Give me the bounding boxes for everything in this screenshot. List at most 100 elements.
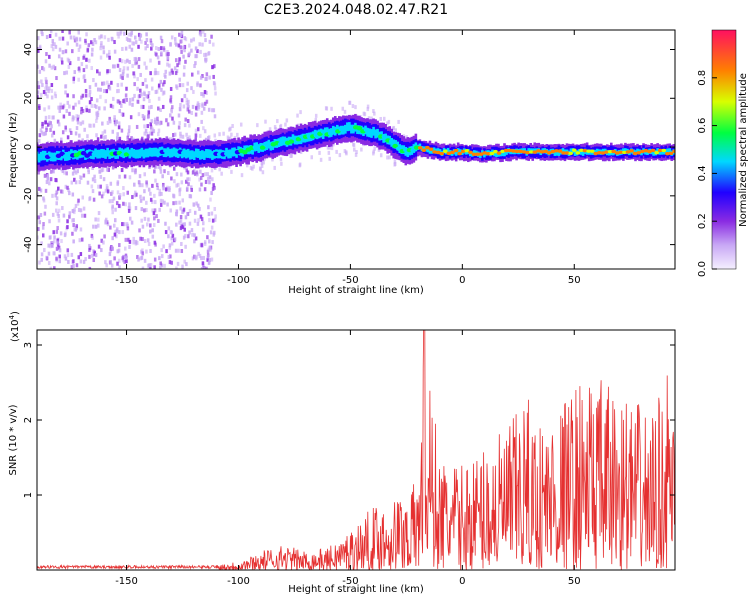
noise-cell (61, 130, 65, 135)
ridge-core (439, 151, 445, 156)
noise-cell (59, 231, 63, 236)
noise-cell (207, 135, 211, 140)
noise-cell (83, 213, 87, 218)
noise-cell (116, 63, 120, 68)
noise-cell (95, 115, 99, 120)
noise-cell (175, 42, 178, 47)
ridge-cell (652, 150, 655, 156)
colorbar-tick-label: 0.4 (697, 165, 708, 181)
noise-cell (394, 128, 397, 133)
ridge-core (457, 151, 462, 156)
noise-cell (123, 259, 126, 264)
noise-cell (54, 94, 57, 99)
noise-cell (55, 246, 59, 251)
noise-cell (183, 222, 186, 227)
noise-cell (338, 153, 342, 158)
noise-cell (81, 108, 85, 113)
noise-cell (72, 94, 75, 99)
noise-cell (120, 103, 123, 108)
noise-cell (68, 104, 71, 109)
noise-cell (153, 240, 157, 245)
noise-cell (37, 80, 40, 85)
noise-cell (116, 83, 120, 88)
noise-cell (158, 121, 162, 126)
noise-cell (90, 66, 93, 71)
noise-cell (169, 98, 172, 103)
ridge-cell (561, 148, 565, 154)
noise-cell (75, 126, 79, 131)
noise-cell (110, 263, 114, 268)
noise-cell (49, 177, 53, 182)
ridge-cell (573, 150, 577, 156)
noise-cell (190, 187, 193, 192)
noise-cell (185, 168, 189, 173)
noise-cell (66, 100, 70, 105)
ridge-core (464, 148, 470, 153)
ridge-core (123, 152, 130, 157)
ridge-cell (424, 146, 428, 152)
ridge-cell (493, 151, 496, 157)
noise-cell (96, 137, 100, 142)
noise-cell (202, 221, 205, 226)
noise-cell (78, 68, 81, 73)
noise-cell (96, 87, 100, 92)
noise-cell (145, 200, 148, 205)
noise-cell (48, 63, 51, 68)
noise-cell (196, 101, 200, 106)
noise-cell (63, 71, 66, 76)
noise-cell (179, 33, 183, 38)
noise-cell (201, 261, 205, 266)
noise-cell (351, 104, 355, 109)
ridge-core (145, 151, 151, 157)
snr-panel: -150 -100 -50 0 50 1 2 3 Height of straight lin… (8, 311, 676, 595)
noise-cell (143, 92, 146, 97)
noise-cell (118, 174, 121, 179)
noise-cell (199, 49, 202, 54)
noise-cell (202, 126, 205, 131)
noise-cell (74, 102, 77, 107)
noise-cell (45, 83, 48, 88)
noise-cell (139, 88, 142, 93)
noise-cell (179, 45, 183, 50)
noise-cell (139, 236, 142, 241)
noise-cell (172, 133, 175, 138)
ridge-cell (483, 152, 486, 158)
noise-cell (51, 42, 55, 47)
noise-cell (121, 258, 125, 263)
noise-cell (179, 206, 182, 211)
y-tick-label: 3 (23, 342, 34, 348)
noise-cell (78, 37, 82, 42)
noise-cell (181, 134, 185, 139)
noise-cell (137, 57, 141, 62)
ridge-core (672, 149, 675, 154)
noise-cell (187, 109, 191, 114)
noise-cell (164, 69, 168, 74)
noise-cell (44, 86, 47, 91)
noise-cell (64, 125, 67, 130)
noise-cell (148, 98, 151, 103)
noise-cell (168, 71, 172, 76)
ridge-core (489, 151, 495, 156)
noise-cell (56, 211, 60, 216)
noise-cell (37, 90, 40, 95)
noise-cell (205, 72, 209, 77)
noise-cell (56, 240, 59, 245)
noise-cell (125, 222, 129, 227)
noise-cell (181, 83, 185, 88)
noise-cell (259, 167, 262, 172)
noise-cell (41, 32, 44, 37)
ridge-cell (41, 150, 45, 160)
noise-cell (106, 80, 109, 85)
ridge-cell (43, 150, 47, 160)
noise-cell (192, 89, 195, 94)
noise-cell (199, 169, 202, 174)
noise-cell (310, 155, 313, 160)
noise-cell (145, 84, 148, 89)
y-tick-label: -20 (23, 188, 34, 204)
noise-cell (150, 46, 153, 51)
noise-cell (115, 136, 119, 141)
noise-cell (176, 261, 180, 266)
noise-cell (68, 30, 71, 35)
noise-cell (105, 167, 109, 172)
noise-cell (44, 115, 48, 120)
